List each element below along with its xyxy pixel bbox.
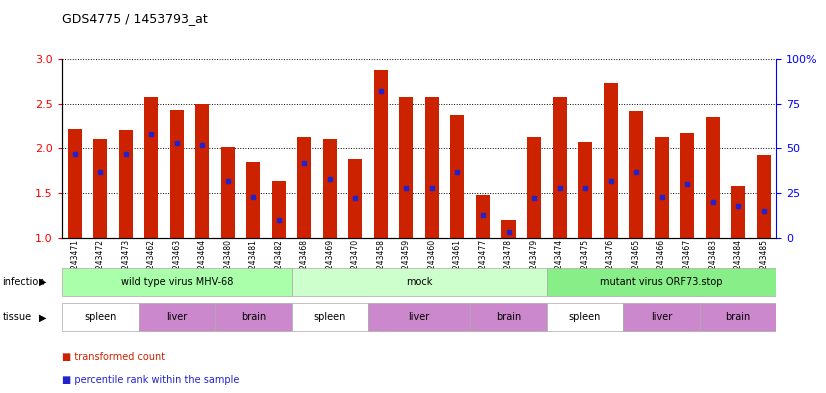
Text: spleen: spleen [569,312,601,322]
Bar [450,115,464,238]
Bar [139,303,215,332]
Text: ▶: ▶ [39,277,47,287]
Bar [731,186,745,238]
Bar [547,303,624,332]
Text: wild type virus MHV-68: wild type virus MHV-68 [121,277,233,287]
Bar [323,140,337,238]
Bar [705,117,719,238]
Text: mock: mock [406,277,432,287]
Bar [349,159,363,238]
Text: ▶: ▶ [39,312,47,322]
Bar [578,142,592,238]
Text: ■ percentile rank within the sample: ■ percentile rank within the sample [62,375,240,385]
Bar [145,97,159,238]
Text: spleen: spleen [314,312,346,322]
Bar [624,303,700,332]
Bar [629,111,643,238]
Bar [62,303,139,332]
Bar [654,137,668,238]
Bar [547,268,776,296]
Text: mutant virus ORF73.stop: mutant virus ORF73.stop [601,277,723,287]
Text: liver: liver [409,312,430,322]
Bar [680,133,694,238]
Bar [604,83,618,238]
Bar [170,110,184,238]
Text: brain: brain [496,312,521,322]
Bar [700,303,776,332]
Bar [374,70,388,238]
Bar [368,303,470,332]
Bar [292,268,547,296]
Text: brain: brain [240,312,266,322]
Bar [119,130,133,238]
Bar [93,140,107,238]
Bar [476,195,490,238]
Text: spleen: spleen [84,312,116,322]
Bar [215,303,292,332]
Text: GDS4775 / 1453793_at: GDS4775 / 1453793_at [62,12,207,25]
Text: ■ transformed count: ■ transformed count [62,352,165,362]
Bar [527,137,541,238]
Bar [470,303,547,332]
Bar [757,154,771,238]
Bar [425,97,439,238]
Bar [501,220,515,238]
Text: liver: liver [166,312,188,322]
Text: tissue: tissue [2,312,31,322]
Bar [553,97,567,238]
Bar [292,303,368,332]
Text: liver: liver [651,312,672,322]
Bar [68,129,82,238]
Text: infection: infection [2,277,45,287]
Bar [400,97,414,238]
Bar [297,137,311,238]
Bar [62,268,292,296]
Bar [246,162,260,238]
Bar [195,104,209,238]
Bar [272,182,286,238]
Bar [221,147,235,238]
Text: brain: brain [725,312,751,322]
